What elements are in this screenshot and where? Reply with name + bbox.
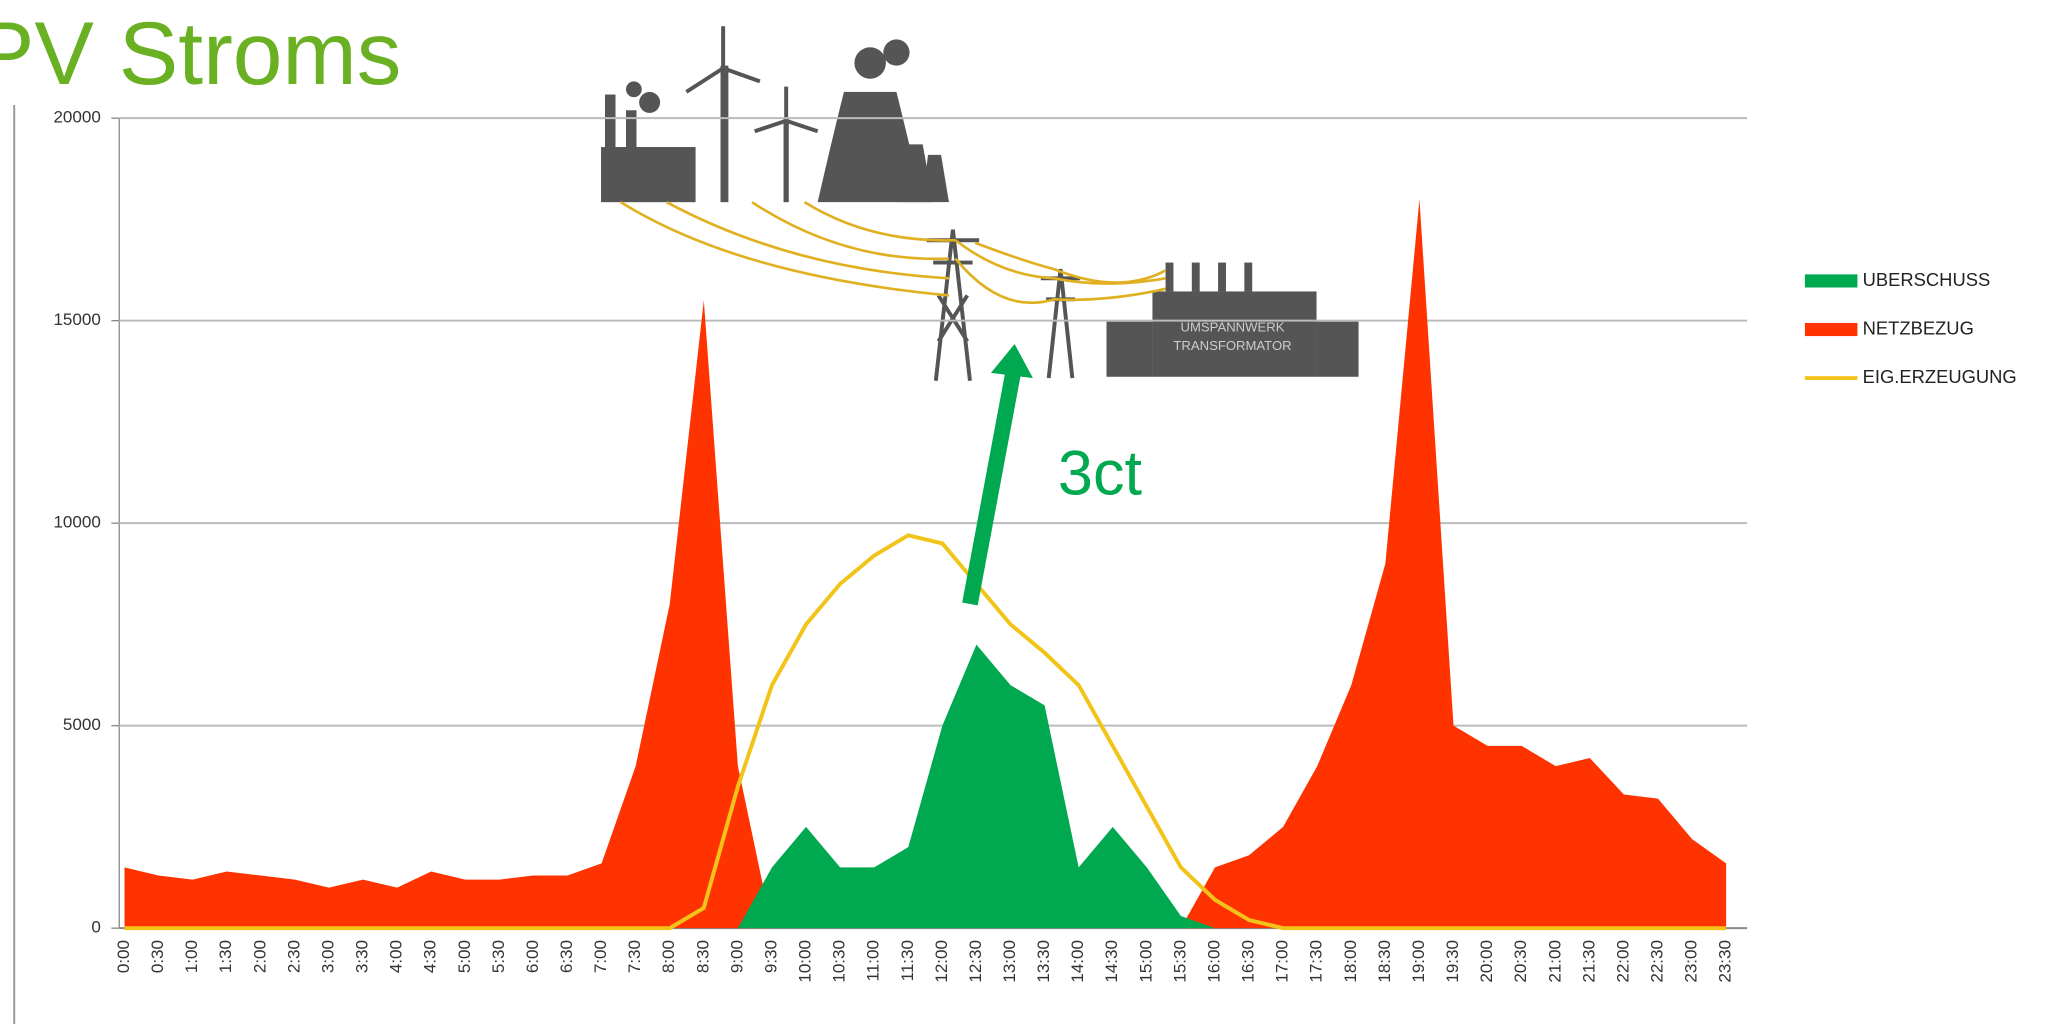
area	[124, 644, 1727, 929]
x-tick-label: 12:00	[932, 940, 951, 983]
legend-label: EIG.ERZEUGUNG	[1863, 366, 2017, 387]
x-tick-label: 11:00	[864, 940, 883, 981]
y-tick-label: 15000	[53, 310, 100, 329]
x-tick-label: 13:30	[1034, 940, 1053, 983]
x-tick-label: 19:30	[1443, 940, 1462, 983]
annotation: TRANSFORMATOR	[1173, 338, 1291, 353]
x-tick-label: 22:00	[1613, 940, 1632, 983]
x-tick-label: 9:30	[761, 940, 780, 973]
x-tick-label: 6:00	[523, 940, 542, 973]
x-tick-label: 17:00	[1273, 940, 1292, 983]
y-tick-label: 10000	[53, 513, 100, 532]
arrow-head	[990, 343, 1033, 379]
annotation: 3ct	[1058, 439, 1143, 509]
x-tick-label: 12:30	[966, 940, 985, 983]
x-tick-label: 14:30	[1102, 940, 1121, 983]
legend-swatch	[1804, 322, 1858, 337]
y-tick-label: 0	[91, 918, 100, 937]
x-tick-label: 2:00	[250, 940, 269, 973]
x-tick-label: 23:00	[1682, 940, 1701, 983]
x-tick-label: 15:30	[1170, 940, 1189, 983]
x-tick-label: 0:00	[114, 940, 133, 973]
x-tick-label: 6:30	[557, 940, 576, 973]
annotation: UMSPANNWERK	[1181, 320, 1285, 335]
x-tick-label: 15:00	[1136, 940, 1155, 983]
y-tick-label: 5000	[63, 715, 101, 734]
x-tick-label: 8:00	[659, 940, 678, 973]
legend-label: NETZBEZUG	[1863, 317, 1974, 338]
chart-title: PV Stroms	[0, 3, 401, 103]
x-tick-label: 7:30	[625, 940, 644, 973]
x-tick-label: 21:00	[1545, 940, 1564, 983]
x-tick-label: 3:30	[353, 940, 372, 973]
x-tick-label: 2:30	[284, 940, 303, 973]
x-tick-label: 10:00	[796, 940, 815, 983]
grid-illustration	[601, 26, 1359, 381]
x-tick-label: 16:00	[1204, 940, 1223, 983]
x-tick-label: 11:30	[898, 940, 917, 981]
x-tick-label: 16:30	[1239, 940, 1258, 983]
legend-label: UBERSCHUSS	[1863, 269, 1991, 290]
x-tick-label: 22:30	[1647, 940, 1666, 983]
x-tick-label: 18:00	[1341, 940, 1360, 983]
y-tick-label: 20000	[53, 108, 100, 127]
x-tick-label: 8:30	[693, 940, 712, 973]
x-tick-label: 0:30	[148, 940, 167, 973]
x-tick-label: 1:30	[216, 940, 235, 973]
x-tick-label: 3:00	[318, 940, 337, 973]
x-tick-label: 1:00	[182, 940, 201, 973]
x-tick-label: 20:00	[1477, 940, 1496, 983]
x-tick-label: 10:30	[830, 940, 849, 983]
x-tick-label: 7:00	[591, 940, 610, 973]
x-tick-label: 19:00	[1409, 940, 1428, 983]
x-tick-label: 5:00	[455, 940, 474, 973]
x-tick-label: 18:30	[1375, 940, 1394, 983]
arrow	[962, 363, 1023, 606]
legend-swatch	[1804, 274, 1858, 288]
x-tick-label: 23:30	[1716, 940, 1735, 983]
x-tick-label: 9:00	[727, 940, 746, 973]
x-tick-label: 20:30	[1511, 940, 1530, 983]
line	[124, 533, 1727, 931]
x-tick-label: 4:30	[421, 940, 440, 973]
x-tick-label: 17:30	[1307, 940, 1326, 983]
x-tick-label: 4:00	[387, 940, 406, 973]
x-tick-label: 14:00	[1068, 940, 1087, 983]
x-tick-label: 13:00	[1000, 940, 1019, 983]
x-tick-label: 21:30	[1579, 940, 1598, 983]
x-tick-label: 5:30	[489, 940, 508, 973]
